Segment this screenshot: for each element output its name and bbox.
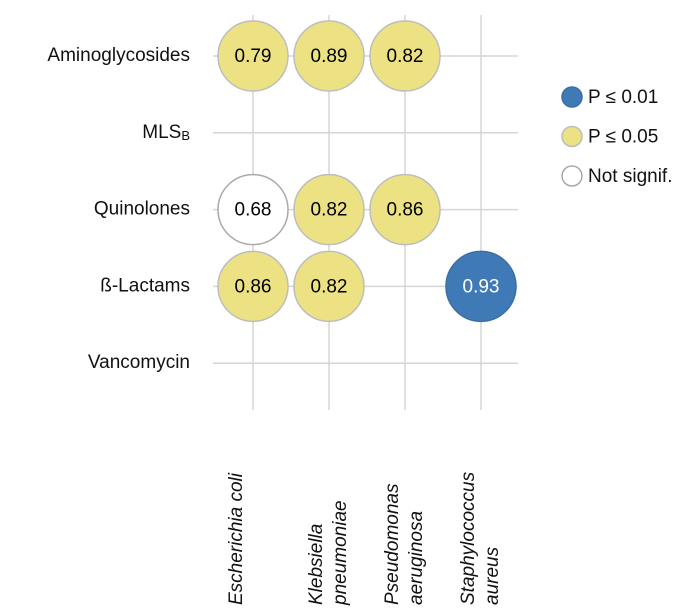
- column-label: Escherichia coli: [226, 472, 247, 605]
- row-label: Aminoglycosides: [47, 45, 190, 66]
- dot-label: 0.86: [235, 276, 272, 297]
- legend-label: Not signif.: [588, 166, 672, 187]
- dot: [369, 20, 441, 92]
- row-label: Vancomycin: [88, 352, 190, 373]
- column-label: Klebsiella: [306, 524, 327, 605]
- dot: [293, 20, 365, 92]
- column-label: aureus: [482, 546, 503, 605]
- legend-label: P ≤ 0.01: [588, 87, 658, 108]
- dot-label: 0.93: [463, 276, 500, 297]
- row-label-subscript: B: [181, 128, 190, 143]
- dot-label: 0.86: [387, 200, 424, 221]
- dot-label: 0.82: [311, 276, 348, 297]
- row-label: ß-Lactams: [100, 275, 190, 296]
- dot: [445, 250, 517, 323]
- column-label: aeruginosa: [406, 511, 427, 605]
- row-label: MLSB: [142, 122, 190, 143]
- dot: [293, 173, 365, 246]
- dot: [217, 173, 289, 246]
- dot: [217, 250, 289, 323]
- row-label: Quinolones: [94, 199, 190, 220]
- legend-marker: [561, 125, 583, 148]
- dot: [369, 173, 441, 246]
- legend-marker: [561, 86, 583, 108]
- row-label-main: MLS: [142, 122, 181, 143]
- dot: [217, 20, 289, 92]
- column-label: pneumoniae: [330, 500, 351, 606]
- legend-marker: [561, 165, 583, 187]
- column-label: Pseudomonas: [382, 483, 403, 605]
- dot-label: 0.79: [235, 46, 272, 67]
- dot-label: 0.89: [311, 46, 348, 67]
- column-label: Staphylococcus: [458, 471, 479, 605]
- dot-label: 0.68: [235, 200, 272, 221]
- dot-label: 0.82: [311, 200, 348, 221]
- dot: [293, 250, 365, 323]
- legend-label: P ≤ 0.05: [588, 127, 658, 148]
- dot-label: 0.82: [387, 46, 424, 67]
